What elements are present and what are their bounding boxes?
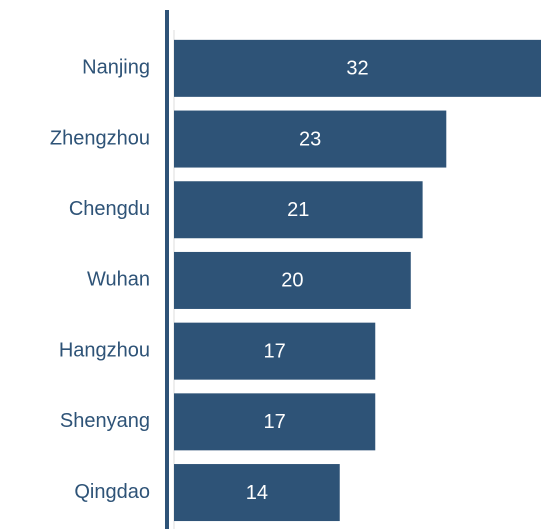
value-label: 17	[264, 340, 286, 362]
category-label: Hangzhou	[59, 339, 150, 361]
category-label: Nanjing	[82, 57, 150, 79]
bar	[174, 39, 541, 97]
bar	[174, 464, 340, 522]
bar	[174, 393, 376, 451]
value-label: 14	[246, 482, 268, 504]
value-label: 23	[299, 128, 321, 150]
bar	[174, 322, 376, 380]
category-label: Qingdao	[74, 481, 150, 503]
value-label: 32	[346, 58, 368, 80]
value-label: 21	[287, 199, 309, 221]
bar	[174, 251, 411, 309]
bar	[174, 110, 447, 168]
category-label: Zhengzhou	[50, 127, 150, 149]
value-label: 17	[264, 411, 286, 433]
value-label: 20	[281, 270, 303, 292]
category-label: Wuhan	[87, 269, 150, 291]
category-label: Chengdu	[69, 198, 150, 220]
category-label: Shenyang	[60, 410, 150, 432]
bar	[174, 181, 423, 239]
